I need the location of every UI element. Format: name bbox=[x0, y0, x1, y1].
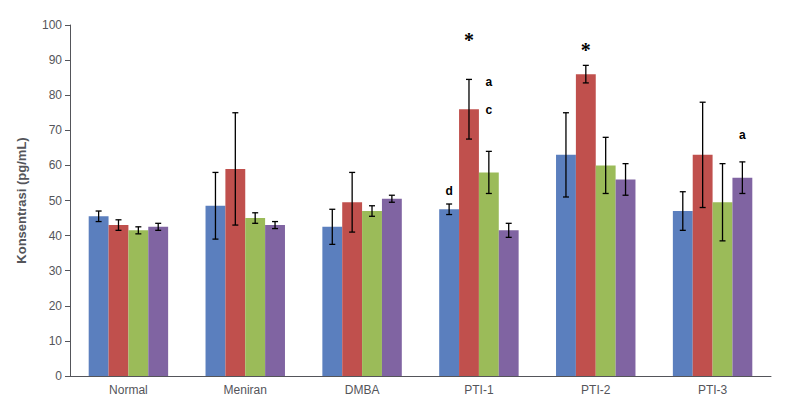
svg-text:*: * bbox=[581, 39, 591, 61]
svg-text:PTI-3: PTI-3 bbox=[698, 383, 728, 397]
svg-text:c: c bbox=[486, 103, 493, 117]
svg-text:DMBA: DMBA bbox=[345, 383, 380, 397]
svg-text:90: 90 bbox=[49, 53, 63, 67]
svg-text:50: 50 bbox=[49, 194, 63, 208]
svg-text:10: 10 bbox=[49, 334, 63, 348]
svg-text:80: 80 bbox=[49, 88, 63, 102]
svg-text:60: 60 bbox=[49, 158, 63, 172]
svg-text:a: a bbox=[486, 75, 493, 89]
svg-text:PTI-1: PTI-1 bbox=[464, 383, 494, 397]
svg-text:40: 40 bbox=[49, 229, 63, 243]
svg-text:d: d bbox=[445, 184, 452, 198]
svg-text:PTI-2: PTI-2 bbox=[581, 383, 611, 397]
svg-text:70: 70 bbox=[49, 123, 63, 137]
svg-text:a: a bbox=[739, 128, 746, 142]
svg-text:Meniran: Meniran bbox=[224, 383, 267, 397]
svg-text:0: 0 bbox=[55, 369, 62, 383]
svg-text:30: 30 bbox=[49, 264, 63, 278]
svg-text:100: 100 bbox=[42, 18, 62, 32]
svg-text:Normal: Normal bbox=[109, 383, 148, 397]
svg-text:20: 20 bbox=[49, 299, 63, 313]
svg-text:Konsentrasi (pg/mL): Konsentrasi (pg/mL) bbox=[14, 137, 29, 263]
svg-text:*: * bbox=[464, 29, 474, 51]
